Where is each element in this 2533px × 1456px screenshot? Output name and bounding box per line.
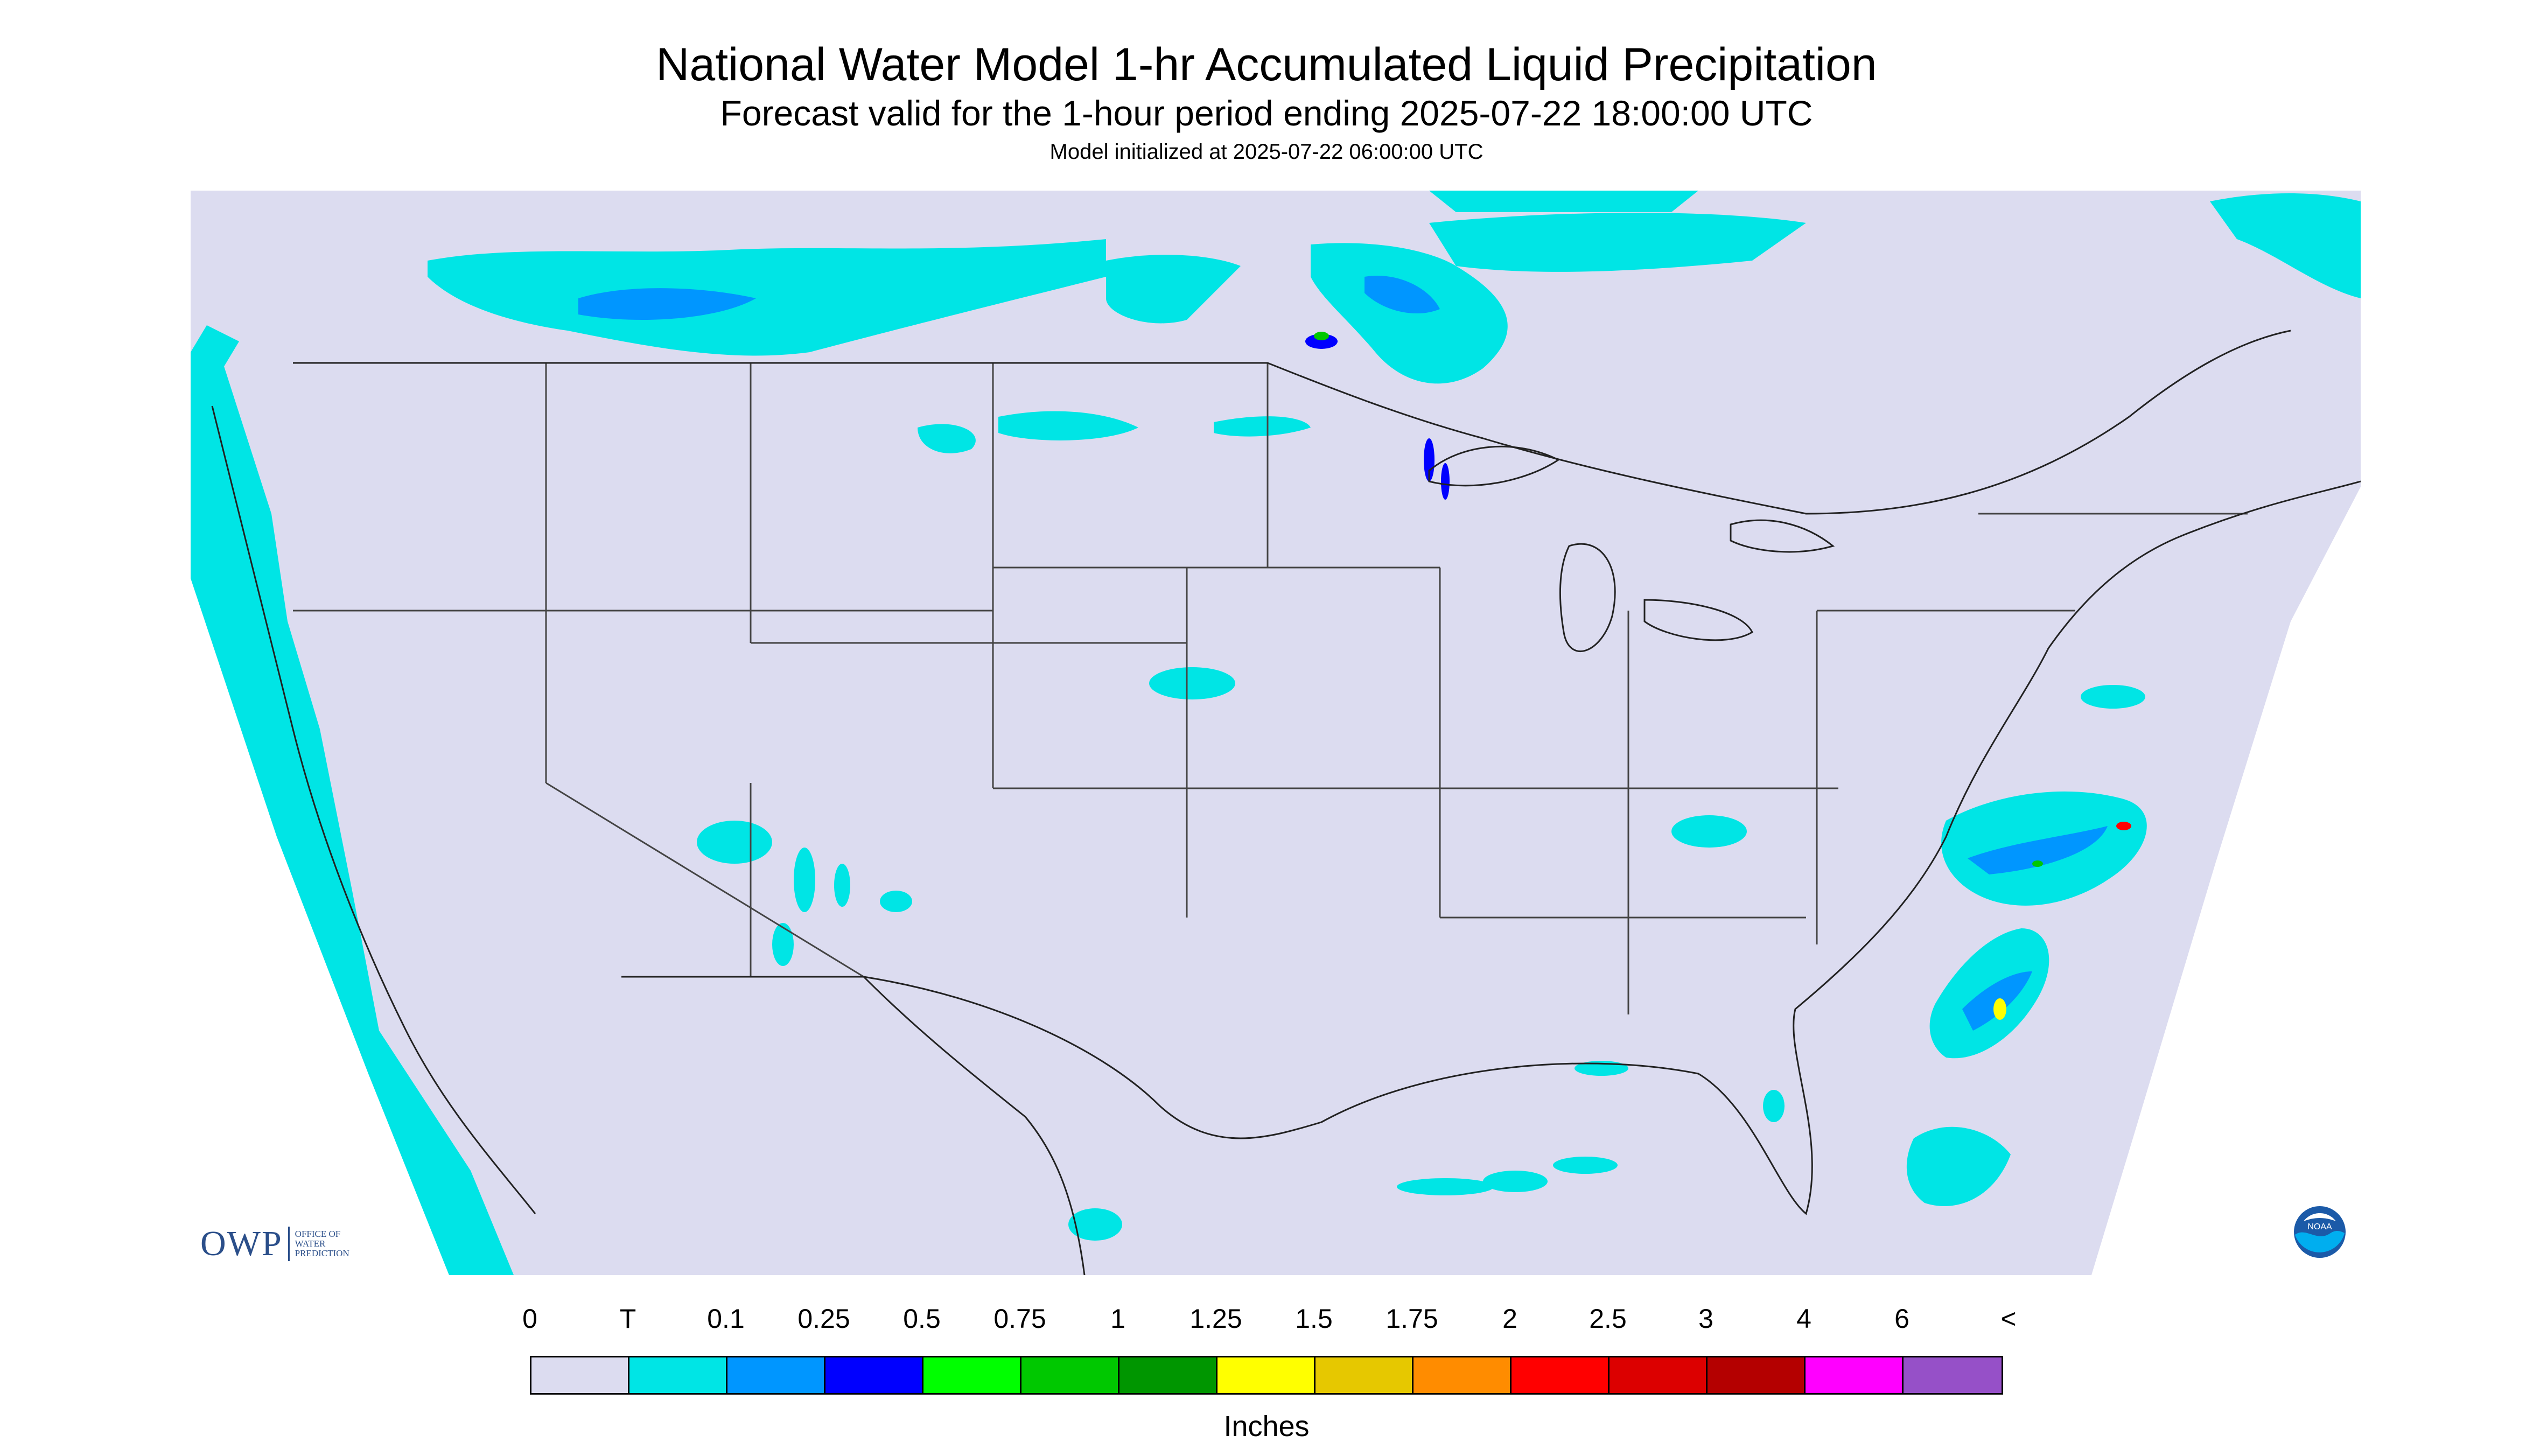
legend-label: <: [2000, 1304, 2017, 1334]
owp-logo-mark: OWP: [200, 1224, 283, 1263]
legend-units: Inches: [1223, 1410, 1310, 1443]
legend-labels: 0 T 0.1 0.25 0.5 0.75 1 1.25 1.5 1.75 2 …: [0, 1303, 2533, 1341]
country-border: [293, 330, 2291, 1275]
legend-label: 0.75: [993, 1304, 1046, 1334]
atlantic-cores: [1993, 822, 2131, 1020]
legend-swatch: [1217, 1357, 1316, 1393]
legend-swatch: [1119, 1357, 1217, 1393]
owp-logo: OWP OFFICE OF WATER PREDICTION: [200, 1223, 349, 1264]
legend-swatch: [825, 1357, 923, 1393]
legend-swatch: [1414, 1357, 1512, 1393]
coastline: [211, 405, 2361, 1215]
owp-logo-text: OFFICE OF WATER PREDICTION: [295, 1229, 349, 1258]
legend-label: 2: [1502, 1304, 1517, 1334]
legend-swatch: [1708, 1357, 1806, 1393]
legend-swatch: [1512, 1357, 1610, 1393]
legend-color-bar: [530, 1356, 2003, 1395]
legend-label: 0.5: [903, 1304, 941, 1334]
owp-logo-divider: [288, 1227, 290, 1261]
legend-swatch: [727, 1357, 825, 1393]
pacific-precip: [191, 325, 514, 1275]
legend-swatch: [531, 1357, 629, 1393]
legend-label: 1.5: [1295, 1304, 1333, 1334]
legend-label: 1.25: [1189, 1304, 1242, 1334]
legend-swatch: [1021, 1357, 1119, 1393]
legend-swatch: [629, 1357, 727, 1393]
gulf-precip: [1068, 1061, 1785, 1241]
legend-swatch: [923, 1357, 1021, 1393]
legend-label: 3: [1698, 1304, 1713, 1334]
map-outside-east: [2091, 487, 2361, 1275]
legend-label: 6: [1894, 1304, 1909, 1334]
lake-superior-storm: [1305, 334, 1450, 500]
legend-label: 4: [1796, 1304, 1811, 1334]
owp-text-line: PREDICTION: [295, 1248, 349, 1258]
interior-precip: [697, 667, 1747, 966]
owp-text-line: OFFICE OF: [295, 1229, 341, 1239]
storm-core: [1314, 332, 1329, 340]
legend-label: 0.25: [797, 1304, 850, 1334]
legend-swatch: [1904, 1357, 2002, 1393]
map-outside-west: [191, 578, 449, 1275]
precipitation-map: [191, 191, 2361, 1275]
map-subtitle: Forecast valid for the 1-hour period end…: [720, 93, 1813, 133]
legend-swatch: [1806, 1357, 1904, 1393]
legend-label: T: [619, 1304, 636, 1334]
legend-label: 1: [1110, 1304, 1125, 1334]
noaa-logo-text: NOAA: [2307, 1222, 2332, 1231]
owp-text-line: WATER: [295, 1238, 326, 1249]
legend-label: 0.1: [707, 1304, 745, 1334]
legend-label: 0: [522, 1304, 537, 1334]
northern-precip: [428, 191, 2361, 453]
legend-label: 2.5: [1589, 1304, 1627, 1334]
legend-swatch: [1316, 1357, 1414, 1393]
northern-heavy: [578, 276, 1440, 320]
legend-swatch: [1610, 1357, 1708, 1393]
noaa-logo-icon: NOAA: [2294, 1206, 2346, 1258]
model-init-time: Model initialized at 2025-07-22 06:00:00…: [1049, 140, 1484, 164]
legend-label: 1.75: [1386, 1304, 1438, 1334]
map-title: National Water Model 1-hr Accumulated Li…: [656, 39, 1877, 90]
map-background: [191, 191, 2361, 1275]
